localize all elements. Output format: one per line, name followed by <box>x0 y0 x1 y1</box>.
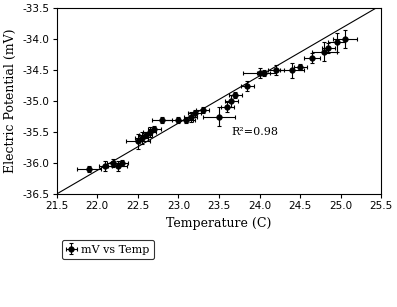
Y-axis label: Electric Potential (mV): Electric Potential (mV) <box>4 29 17 173</box>
Legend: mV vs Temp: mV vs Temp <box>62 240 154 259</box>
X-axis label: Temperature (C): Temperature (C) <box>166 216 272 230</box>
Text: R²=0.98: R²=0.98 <box>231 127 278 137</box>
